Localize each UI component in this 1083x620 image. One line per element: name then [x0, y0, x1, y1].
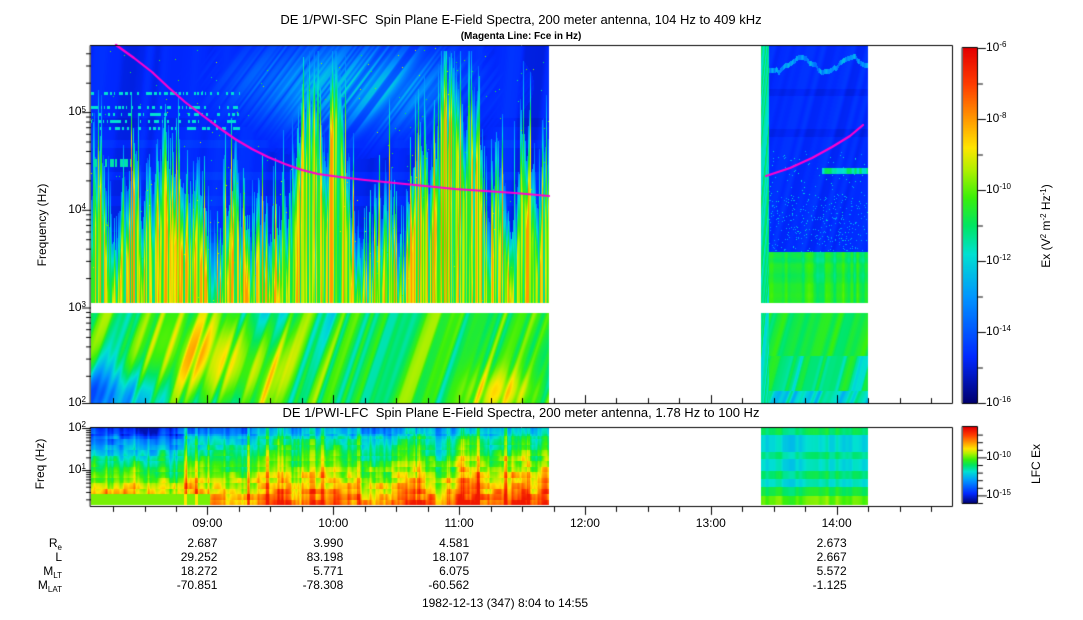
sfc-colorbar-tick-label: 10-8	[986, 111, 1007, 125]
time-tick-label: 10:00	[318, 516, 349, 530]
ephemeris-value: 2.687	[187, 536, 218, 550]
time-tick-label: 11:00	[444, 516, 474, 530]
sfc-y-axis-label: Frequency (Hz)	[35, 183, 49, 267]
ephemeris-value: 29.252	[180, 550, 218, 564]
ephemeris-value: 2.667	[816, 550, 847, 564]
lfc-colorbar-tick-label: 10-15	[986, 487, 1011, 502]
time-tick-label: 12:00	[569, 516, 600, 530]
ephemeris-value: 4.581	[439, 536, 470, 550]
sfc-ytick-label: 103	[68, 299, 86, 314]
sfc-ytick-label: 104	[68, 201, 86, 216]
ephemeris-value: 3.990	[313, 536, 344, 550]
ephemeris-value: 5.771	[313, 564, 344, 578]
ephemeris-row-label: L	[55, 550, 62, 564]
sfc-colorbar-tick-label: 10-12	[986, 253, 1011, 267]
lfc-colorbar-tick-label: 10-10	[986, 449, 1011, 464]
lfc-ytick-label: 102	[68, 420, 86, 434]
sfc-ytick-label: 102	[68, 395, 86, 409]
time-tick-label: 09:00	[192, 516, 223, 530]
ephemeris-value: -70.851	[176, 578, 218, 592]
ephemeris-value: -78.308	[302, 578, 344, 592]
time-tick-label: 13:00	[695, 516, 726, 530]
sfc-subtitle: (Magenta Line: Fce in Hz)	[460, 31, 582, 42]
sfc-colorbar-tick-label: 10-14	[986, 324, 1011, 338]
ephemeris-value: 18.272	[180, 564, 218, 578]
lfc-colorbar-label: LFC Ex	[1029, 443, 1043, 485]
ephemeris-row-label: MLAT	[37, 578, 62, 594]
sfc-colorbar-label: Ex (V2 m-2 Hz-1)	[1039, 184, 1053, 268]
time-tick-label: 14:00	[821, 516, 852, 530]
ephemeris-row-label: MLT	[43, 564, 62, 580]
ephemeris-value: 5.572	[816, 564, 847, 578]
ephemeris-value: 83.198	[306, 550, 344, 564]
ephemeris-row-label: Re	[48, 536, 62, 552]
ephemeris-value: 6.075	[439, 564, 470, 578]
ephemeris-value: 2.673	[816, 536, 847, 550]
lfc-title: DE 1/PWI-LFC Spin Plane E-Field Spectra,…	[282, 405, 760, 420]
plot-caption: 1982-12-13 (347) 8:04 to 14:55	[421, 596, 589, 610]
ephemeris-value: -1.125	[812, 578, 847, 592]
ephemeris-value: -60.562	[428, 578, 470, 592]
sfc-colorbar-tick-label: 10-10	[986, 182, 1011, 196]
sfc-colorbar-tick-label: 10-16	[986, 395, 1011, 409]
sfc-title: DE 1/PWI-SFC Spin Plane E-Field Spectra,…	[280, 12, 762, 27]
sfc-colorbar-tick-label: 10-6	[986, 40, 1007, 54]
sfc-ytick-label: 105	[68, 104, 86, 119]
lfc-ytick-label: 101	[68, 462, 86, 476]
ephemeris-value: 18.107	[432, 550, 470, 564]
